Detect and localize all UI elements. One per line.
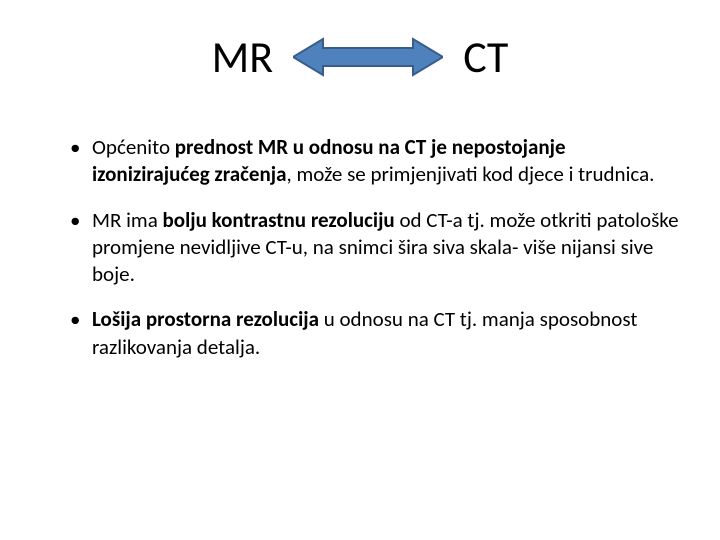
list-item: MR ima bolju kontrastnu rezoluciju od CT… (70, 207, 680, 289)
bullet-text-bold: Lošija prostorna rezolucija (92, 306, 319, 332)
bullet-list: Općenito prednost MR u odnosu na CT je n… (40, 134, 680, 361)
title-row: MR CT (40, 30, 680, 84)
list-item: Općenito prednost MR u odnosu na CT je n… (70, 134, 680, 189)
bullet-text-post: , može se primjenjivati kod djece i trud… (287, 161, 655, 187)
bullet-text-bold: bolju kontrastnu rezoluciju (163, 207, 395, 233)
title-left: MR (212, 30, 274, 84)
title-right: CT (463, 30, 508, 84)
bullet-text-pre: Općenito (92, 134, 175, 160)
list-item: Lošija prostorna rezolucija u odnosu na … (70, 306, 680, 361)
bullet-text-pre: MR ima (92, 207, 163, 233)
double-arrow-icon (293, 36, 443, 78)
